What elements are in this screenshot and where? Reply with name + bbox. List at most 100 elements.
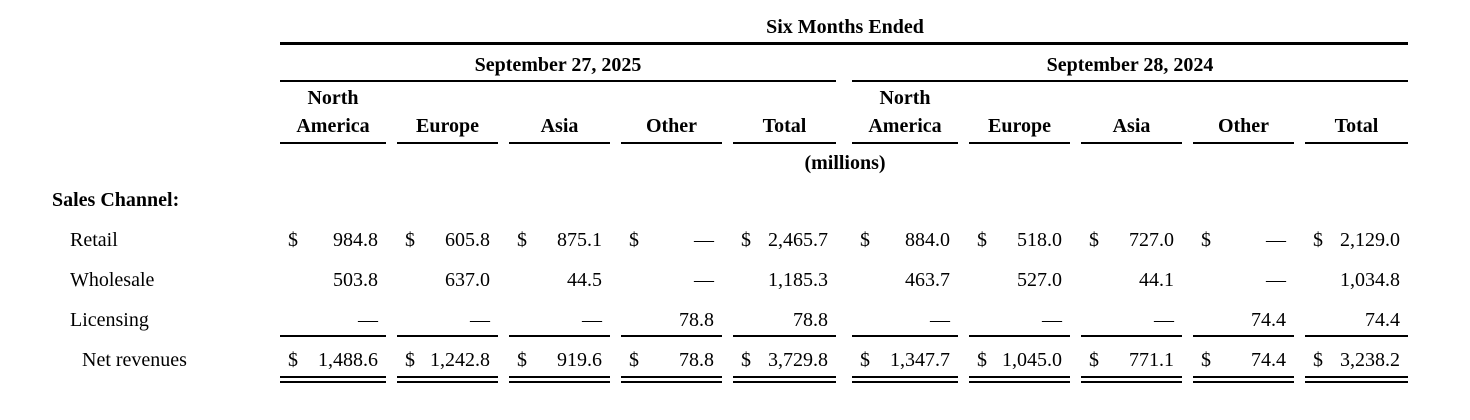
currency-sign: $ xyxy=(629,229,639,251)
cell-amount: — xyxy=(694,269,714,291)
currency-sign: $ xyxy=(1201,229,1211,251)
section-label: Sales Channel: xyxy=(52,189,180,211)
row-label: Net revenues xyxy=(82,349,187,371)
rule xyxy=(852,335,958,337)
rule xyxy=(852,142,958,144)
column-header: Europe xyxy=(416,115,479,137)
rule xyxy=(509,335,610,337)
currency-sign: $ xyxy=(977,229,987,251)
cell-amount: 3,238.2 xyxy=(1340,349,1400,371)
cell-amount: 527.0 xyxy=(1017,269,1062,291)
currency-sign: $ xyxy=(288,349,298,371)
currency-sign: $ xyxy=(405,229,415,251)
rule xyxy=(969,142,1070,144)
currency-sign: $ xyxy=(288,229,298,251)
rule xyxy=(969,381,1070,383)
column-header: Total xyxy=(762,115,807,137)
column-header: Europe xyxy=(988,115,1051,137)
table-title: Six Months Ended xyxy=(766,16,924,38)
rule xyxy=(621,376,722,378)
cell-amount: 1,347.7 xyxy=(890,349,950,371)
cell-amount: 518.0 xyxy=(1017,229,1062,251)
rule xyxy=(969,376,1070,378)
cell-amount: 44.5 xyxy=(567,269,602,291)
rule xyxy=(397,376,498,378)
currency-sign: $ xyxy=(1313,349,1323,371)
rule xyxy=(852,80,1408,82)
currency-sign: $ xyxy=(1313,229,1323,251)
cell-amount: — xyxy=(1042,309,1062,331)
cell-amount: 78.8 xyxy=(679,349,714,371)
rule xyxy=(280,335,386,337)
currency-sign: $ xyxy=(860,229,870,251)
rule xyxy=(1081,381,1182,383)
cell-amount: 3,729.8 xyxy=(768,349,828,371)
currency-sign: $ xyxy=(741,349,751,371)
currency-sign: $ xyxy=(405,349,415,371)
cell-amount: 637.0 xyxy=(445,269,490,291)
period-label: September 27, 2025 xyxy=(474,54,642,76)
unit-label: (millions) xyxy=(804,152,886,174)
currency-sign: $ xyxy=(1089,349,1099,371)
rule xyxy=(733,335,836,337)
cell-amount: 605.8 xyxy=(445,229,490,251)
rule xyxy=(397,381,498,383)
row-label: Retail xyxy=(70,229,118,251)
rule xyxy=(1193,381,1294,383)
rule xyxy=(280,142,386,144)
cell-amount: 1,488.6 xyxy=(318,349,378,371)
rule xyxy=(621,381,722,383)
cell-amount: 78.8 xyxy=(679,309,714,331)
rule xyxy=(621,335,722,337)
cell-amount: — xyxy=(930,309,950,331)
rule xyxy=(280,80,836,82)
column-header: Other xyxy=(1217,115,1270,137)
rule xyxy=(621,142,722,144)
rule xyxy=(397,335,498,337)
rule xyxy=(1193,376,1294,378)
column-header: Other xyxy=(645,115,698,137)
currency-sign: $ xyxy=(1089,229,1099,251)
cell-amount: 1,045.0 xyxy=(1002,349,1062,371)
cell-amount: — xyxy=(1266,229,1286,251)
cell-amount: — xyxy=(694,229,714,251)
currency-sign: $ xyxy=(1201,349,1211,371)
cell-amount: 463.7 xyxy=(905,269,950,291)
cell-amount: — xyxy=(1154,309,1174,331)
column-header: Asia xyxy=(540,115,579,137)
cell-amount: 1,242.8 xyxy=(430,349,490,371)
rule xyxy=(280,381,386,383)
currency-sign: $ xyxy=(860,349,870,371)
rule xyxy=(852,381,958,383)
cell-amount: 2,465.7 xyxy=(768,229,828,251)
cell-amount: 74.4 xyxy=(1251,309,1286,331)
cell-amount: 78.8 xyxy=(793,309,828,331)
cell-amount: 984.8 xyxy=(333,229,378,251)
rule xyxy=(1081,376,1182,378)
currency-sign: $ xyxy=(517,229,527,251)
period-label: September 28, 2024 xyxy=(1046,54,1214,76)
cell-amount: 884.0 xyxy=(905,229,950,251)
column-header: North America xyxy=(296,87,370,137)
cell-amount: — xyxy=(1266,269,1286,291)
cell-amount: 1,185.3 xyxy=(768,269,828,291)
cell-amount: 919.6 xyxy=(557,349,602,371)
rule xyxy=(280,42,1408,45)
rule xyxy=(1193,335,1294,337)
rule xyxy=(1305,335,1408,337)
rule xyxy=(733,142,836,144)
rule xyxy=(852,376,958,378)
rule xyxy=(397,142,498,144)
currency-sign: $ xyxy=(517,349,527,371)
cell-amount: 2,129.0 xyxy=(1340,229,1400,251)
cell-amount: 727.0 xyxy=(1129,229,1174,251)
column-header: Asia xyxy=(1112,115,1151,137)
rule xyxy=(509,376,610,378)
cell-amount: — xyxy=(470,309,490,331)
cell-amount: 875.1 xyxy=(557,229,602,251)
rule xyxy=(733,376,836,378)
cell-amount: — xyxy=(358,309,378,331)
rule xyxy=(733,381,836,383)
currency-sign: $ xyxy=(977,349,987,371)
cell-amount: 44.1 xyxy=(1139,269,1174,291)
